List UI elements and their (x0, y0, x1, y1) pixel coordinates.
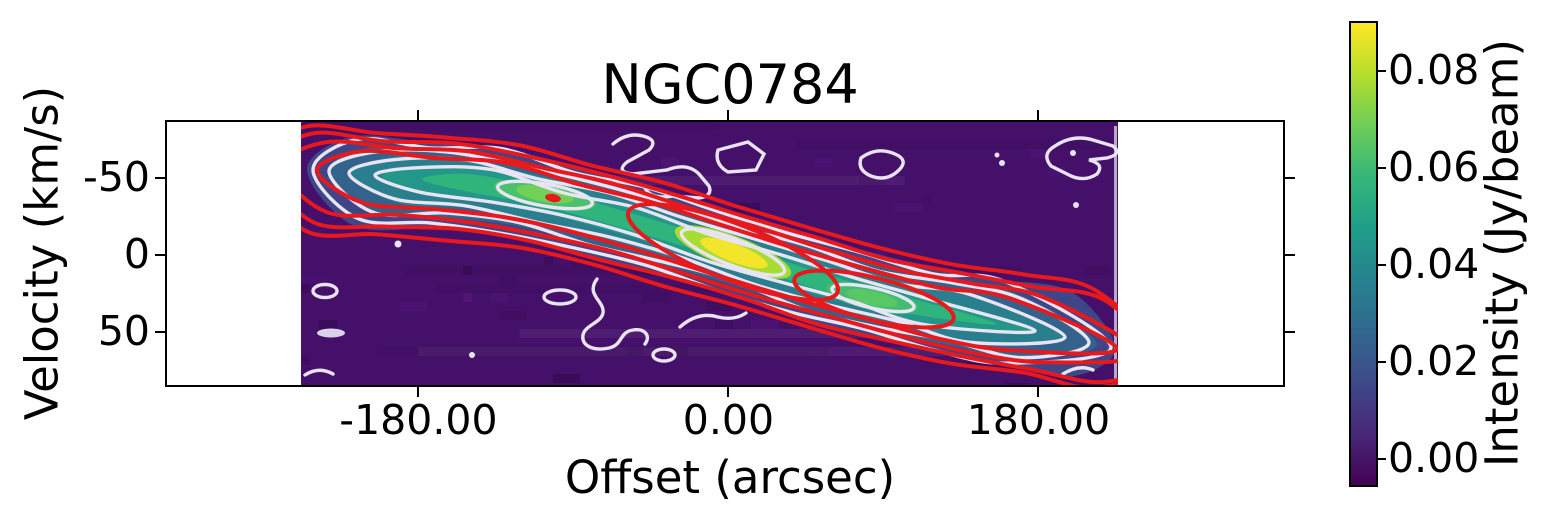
x-tick-label: 0.00 (682, 396, 775, 444)
x-tick-mark (727, 387, 730, 397)
colorbar-tick-mark (1378, 70, 1386, 73)
pv-diagram-image (301, 122, 1118, 385)
y-right-tick-mark (1285, 331, 1295, 334)
colorbar (1349, 21, 1378, 487)
y-tick-mark (155, 254, 165, 257)
colorbar-label: Intensity (Jy/beam) (1475, 38, 1529, 468)
white-contours (303, 133, 1118, 377)
red-peak-dot (545, 193, 561, 203)
x-top-tick-mark (417, 110, 420, 120)
plot-title: NGC0784 (601, 53, 859, 116)
x-tick-mark (417, 387, 420, 397)
colorbar-tick-mark (1378, 361, 1386, 364)
x-tick-label: 180.00 (966, 396, 1111, 444)
x-top-tick-mark (1037, 110, 1040, 120)
x-tick-label: -180.00 (339, 396, 498, 444)
y-right-tick-mark (1285, 254, 1295, 257)
colorbar-tick-label: 0.06 (1388, 143, 1480, 192)
colorbar-tick-label: 0.04 (1388, 240, 1480, 289)
x-top-tick-mark (727, 110, 730, 120)
pv-image-content (301, 122, 1118, 385)
y-tick-label: 50 (97, 307, 150, 356)
colorbar-tick-label: 0.02 (1388, 337, 1480, 386)
colorbar-tick-mark (1378, 167, 1386, 170)
colorbar-tick-mark (1378, 458, 1386, 461)
colorbar-tick-mark (1378, 264, 1386, 267)
axes (165, 120, 1285, 387)
y-right-tick-mark (1285, 176, 1295, 179)
y-tick-label: -50 (83, 152, 150, 201)
colorbar-tick-label: 0.08 (1388, 46, 1480, 95)
colorbar-tick-label: 0.00 (1388, 434, 1480, 483)
x-tick-mark (1037, 387, 1040, 397)
x-axis-label: Offset (arcsec) (564, 451, 896, 504)
y-tick-mark (155, 331, 165, 334)
y-tick-label: 0 (123, 230, 150, 279)
red-contours (301, 123, 1118, 385)
y-tick-mark (155, 176, 165, 179)
